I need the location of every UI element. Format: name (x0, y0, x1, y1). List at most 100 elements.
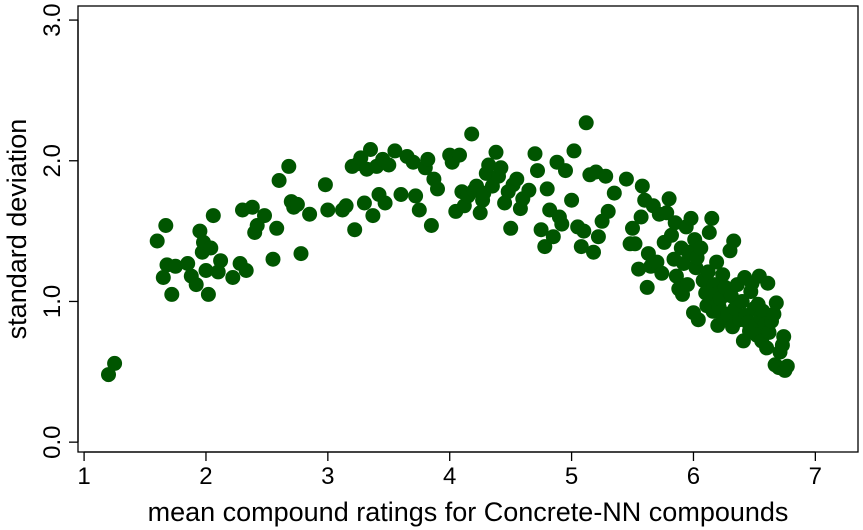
data-point (664, 227, 679, 243)
data-point (289, 196, 305, 212)
data-point (107, 355, 123, 371)
data-point (700, 264, 716, 280)
data-point (554, 216, 570, 232)
data-point (347, 222, 363, 238)
data-point (760, 275, 776, 291)
data-point (411, 202, 427, 218)
data-point (198, 263, 214, 278)
data-point (766, 306, 782, 322)
data-point (573, 239, 589, 255)
data-point (576, 223, 592, 239)
data-point (302, 206, 318, 222)
data-point (606, 185, 622, 201)
y-tick-label: 0.0 (39, 425, 66, 458)
x-axis-label: mean compound ratings for Concrete-NN co… (148, 497, 789, 527)
data-point (590, 229, 606, 245)
data-point (533, 222, 549, 238)
data-point (405, 154, 421, 170)
y-tick-label: 2.0 (39, 144, 66, 177)
x-tick-label: 6 (687, 463, 700, 490)
data-point (188, 277, 204, 293)
data-point (192, 223, 208, 239)
data-point (668, 268, 684, 284)
data-point (381, 157, 397, 173)
data-point (180, 256, 196, 271)
data-point (423, 218, 439, 233)
data-point (503, 220, 519, 236)
data-point (537, 239, 553, 255)
data-point (530, 163, 545, 179)
x-tick-label: 7 (809, 463, 822, 490)
data-point (387, 143, 403, 159)
data-point (338, 198, 354, 214)
data-point (464, 126, 480, 142)
data-point (649, 254, 665, 270)
data-point (679, 277, 695, 293)
data-point (293, 246, 309, 262)
data-point (734, 294, 750, 309)
data-point (200, 286, 216, 302)
data-point (564, 192, 580, 208)
data-point (210, 264, 226, 280)
data-point (488, 144, 504, 160)
data-point (690, 312, 706, 328)
data-point (452, 147, 467, 163)
data-point (598, 168, 614, 184)
data-point (408, 188, 424, 204)
data-point (539, 181, 555, 197)
data-point (521, 182, 537, 198)
data-point (704, 210, 720, 226)
data-point (238, 263, 254, 278)
data-point (661, 191, 677, 207)
data-point (701, 225, 717, 240)
y-axis-label: standard deviation (2, 119, 32, 340)
data-point (164, 286, 180, 302)
data-point (149, 233, 165, 249)
data-point (761, 324, 777, 340)
data-point (317, 177, 333, 193)
data-point (497, 195, 513, 211)
data-point (566, 143, 582, 159)
data-point (683, 210, 699, 226)
data-point (393, 187, 409, 202)
data-point (472, 205, 488, 221)
x-tick-label: 5 (565, 463, 578, 490)
y-tick-label: 3.0 (39, 3, 66, 36)
data-point (168, 258, 183, 274)
data-point (633, 209, 649, 225)
data-point (659, 205, 675, 221)
y-axis: 0.0 1.0 2.0 3.0 (39, 3, 79, 459)
data-point (257, 208, 272, 224)
data-point (618, 171, 634, 187)
data-point (578, 115, 594, 131)
data-point (759, 340, 775, 356)
data-point (363, 142, 378, 157)
data-point (654, 265, 670, 281)
data-point (213, 253, 229, 269)
data-point (420, 151, 436, 167)
data-point (158, 218, 174, 233)
x-tick-label: 2 (199, 463, 212, 490)
data-point (776, 329, 792, 345)
data-point (430, 181, 445, 197)
data-point (631, 261, 647, 277)
data-point (627, 236, 643, 252)
data-point (779, 358, 795, 374)
data-point (726, 233, 742, 249)
data-point (639, 279, 655, 295)
data-point (271, 173, 287, 188)
data-point (625, 220, 640, 236)
data-point (281, 158, 297, 174)
data-point (493, 160, 509, 176)
data-point (693, 240, 709, 256)
x-tick-label: 3 (321, 463, 334, 490)
data-point (377, 195, 393, 211)
data-point (527, 146, 543, 162)
data-point (676, 256, 692, 271)
data-point (225, 270, 241, 285)
x-tick-label: 1 (77, 463, 90, 490)
data-point (244, 199, 260, 215)
data-point (634, 178, 650, 194)
data-point (586, 244, 601, 260)
